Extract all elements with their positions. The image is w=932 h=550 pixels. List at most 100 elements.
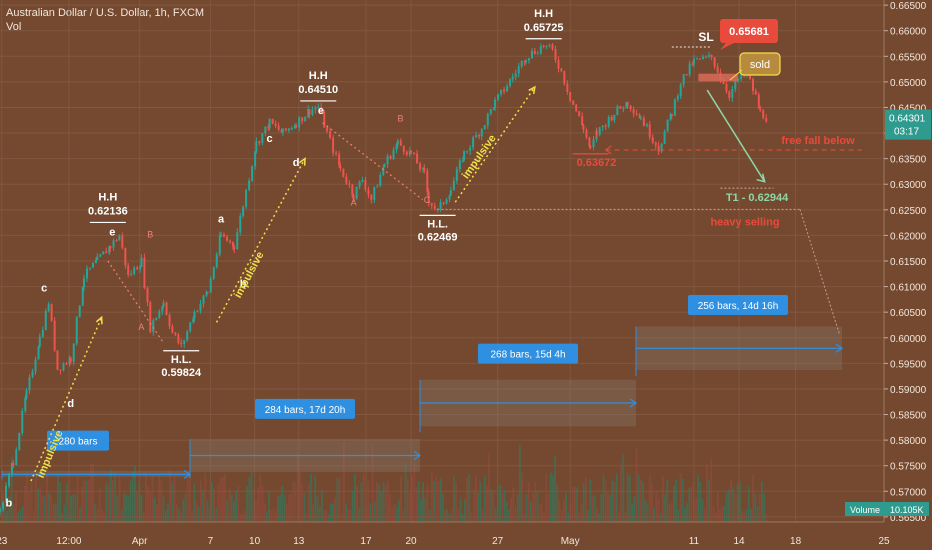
bar-range-label-bg: [688, 295, 788, 316]
volume-bar: [446, 508, 449, 522]
candle-body: [523, 61, 526, 63]
price-tick-label: 0.62000: [890, 231, 927, 242]
volume-bar: [728, 489, 730, 522]
volume-bar: [81, 486, 83, 522]
bar-range-arrowhead: [835, 343, 844, 353]
volume-bar: [54, 502, 57, 522]
candle-body: [670, 114, 673, 116]
candle-body: [632, 109, 635, 114]
volume-bar: [32, 510, 35, 522]
candle-body: [233, 246, 236, 250]
volume-bar: [505, 501, 508, 522]
candle-body: [226, 236, 229, 241]
volume-bar: [263, 503, 266, 522]
volume-bar: [116, 495, 119, 522]
target-arrow: [706, 89, 766, 183]
candle-body: [638, 114, 641, 119]
volume-bar: [28, 491, 31, 522]
candle-body: [405, 151, 408, 155]
bar-range-arrowhead: [413, 450, 422, 460]
candle-body: [422, 167, 425, 170]
volume-bar: [384, 485, 387, 522]
candle-body: [734, 80, 737, 90]
candle-body: [44, 310, 47, 330]
volume-bar: [41, 495, 44, 522]
candle-body: [486, 113, 489, 126]
candle-body: [348, 183, 351, 185]
candle-body: [660, 143, 663, 152]
candle-body: [728, 91, 731, 99]
candle-body: [575, 104, 578, 112]
volume-bar: [270, 510, 273, 522]
volume-bar: [145, 472, 147, 522]
candle-body: [455, 169, 458, 181]
wave-label: A: [351, 198, 357, 208]
volume-bar: [101, 509, 103, 522]
volume-bar: [248, 476, 251, 522]
price-tick-label: 0.58000: [890, 436, 927, 447]
volume-bar: [26, 472, 28, 522]
candle-body: [430, 203, 433, 206]
candle-body: [757, 94, 760, 109]
candle-body: [88, 267, 91, 269]
candlesticks: [0, 43, 768, 516]
chart-header: Australian Dollar / U.S. Dollar, 1h, FXC…: [6, 6, 204, 34]
volume-bar: [448, 513, 451, 522]
candle-body: [692, 58, 695, 65]
heavy-selling-label: heavy selling: [710, 216, 779, 228]
candle-body: [177, 334, 180, 343]
volume-bar: [213, 488, 215, 522]
volume-bar: [679, 472, 682, 522]
volume-bar: [376, 482, 378, 522]
volume-bar: [752, 474, 754, 522]
volume-bar: [303, 493, 306, 522]
volume-bar: [488, 452, 490, 522]
volume-bar: [120, 508, 123, 522]
volume-bar: [732, 486, 735, 522]
volume-bar: [629, 475, 631, 522]
volume-bar: [648, 475, 651, 522]
volume-bar: [105, 482, 108, 522]
volume-value-label: 10.105K: [890, 505, 924, 515]
impulsive-arrowhead: [95, 315, 103, 325]
wave-label: c: [267, 133, 273, 145]
volume-bar: [552, 475, 554, 522]
wave-label: c: [41, 283, 47, 295]
volume-bar: [70, 495, 72, 522]
volume-bar: [459, 497, 462, 522]
volume-bar: [708, 479, 710, 522]
candle-body: [215, 254, 218, 268]
volume-bar: [455, 481, 457, 522]
volume-bar: [560, 509, 563, 522]
volume-bar: [362, 473, 365, 522]
candle-body: [158, 311, 161, 318]
candle-body: [99, 254, 102, 257]
volume-bar: [391, 507, 394, 522]
candle-body: [274, 123, 277, 126]
volume-indicator-label: Vol: [6, 21, 22, 33]
volume-bar: [140, 495, 143, 522]
candle-body: [466, 150, 469, 152]
volume-bar: [494, 508, 497, 522]
corrective-arrow: [107, 260, 165, 344]
volume-bar: [233, 501, 235, 522]
volume-bar: [50, 495, 53, 522]
candle-body: [445, 199, 448, 204]
volume-bar: [420, 499, 422, 522]
volume-bar: [688, 487, 691, 522]
price-tick-label: 0.61000: [890, 283, 927, 294]
volume-bar: [156, 504, 158, 522]
wave-label: b: [5, 498, 12, 510]
candle-body: [497, 94, 500, 100]
candle-body: [679, 84, 682, 97]
candle-body: [619, 106, 622, 109]
volume-bar: [257, 487, 259, 522]
volume-bar: [332, 503, 334, 522]
volume-bar: [48, 493, 50, 522]
volume-bar: [657, 498, 660, 522]
volume-bar: [640, 479, 642, 522]
volume-bar: [538, 504, 541, 522]
volume-bar: [189, 474, 191, 522]
candle-body: [392, 150, 395, 159]
